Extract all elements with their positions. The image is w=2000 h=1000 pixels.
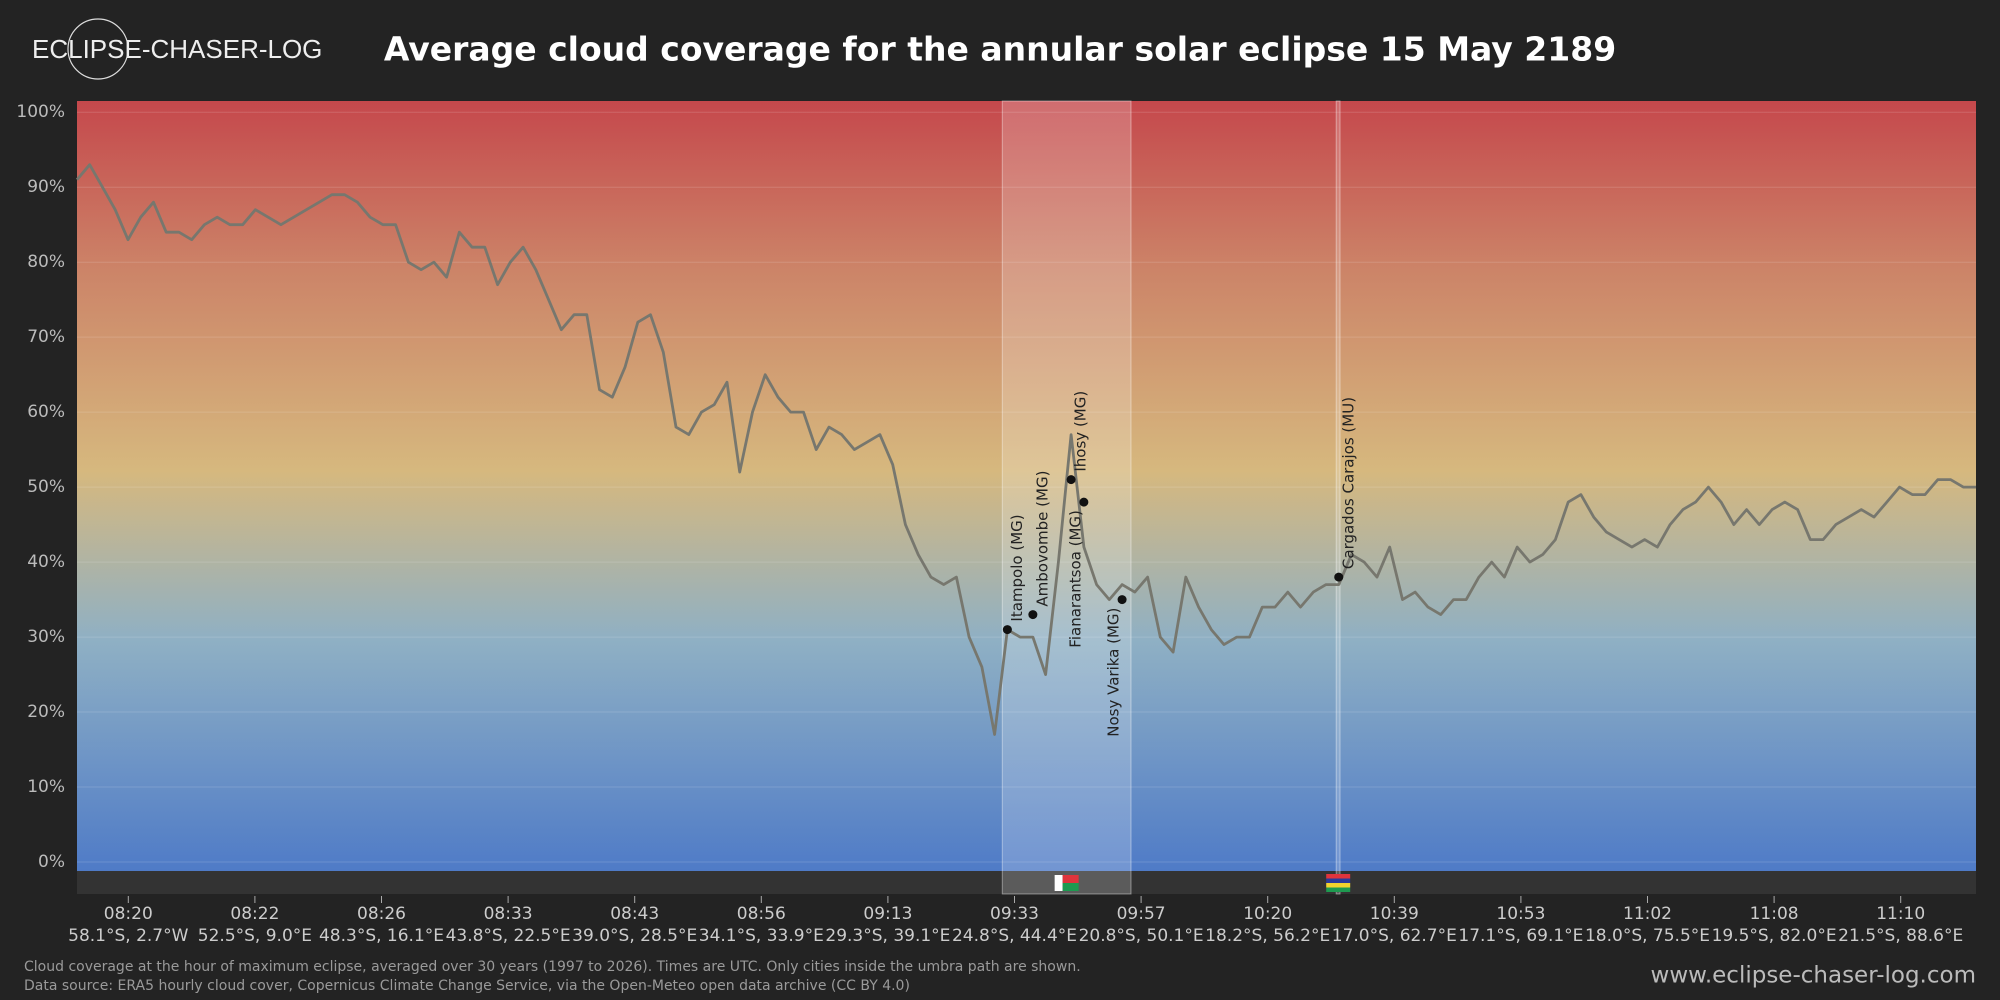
x-tick-label: 08:43 [610, 904, 659, 924]
city-point [1079, 497, 1089, 507]
chart-title: Average cloud coverage for the annular s… [384, 30, 1616, 69]
y-tick-label: 20% [27, 702, 65, 722]
x-tick-location: 39.0°S, 28.5°E [572, 926, 697, 946]
x-tick-label: 10:39 [1370, 904, 1419, 924]
flag [1054, 875, 1063, 891]
cloud-line [75, 163, 1976, 736]
city-label: Itampolo (MG) [1008, 514, 1026, 621]
footnote: Cloud coverage at the hour of maximum ec… [24, 959, 1081, 975]
city-label: Ihosy (MG) [1072, 391, 1090, 472]
x-tick-location: 48.3°S, 16.1°E [319, 926, 444, 946]
y-tick-label: 70% [27, 327, 65, 347]
city-label: Cargados Carajos (MU) [1339, 397, 1357, 569]
flag [1326, 887, 1351, 892]
flag [1326, 883, 1351, 888]
land-region [1335, 100, 1341, 895]
x-tick-location: 34.1°S, 33.9°E [699, 926, 824, 946]
x-tick-label: 09:33 [990, 904, 1039, 924]
x-tick-location: 18.0°S, 75.5°E [1585, 926, 1710, 946]
x-tick-label: 11:08 [1750, 904, 1799, 924]
y-tick-label: 0% [38, 852, 65, 872]
brand: ECLIPSE-CHASER-LOG [32, 34, 322, 64]
x-tick-location: 18.2°S, 56.2°E [1205, 926, 1330, 946]
plot-area [77, 101, 1976, 871]
land-region [1001, 100, 1132, 895]
y-tick-label: 50% [27, 477, 65, 497]
flag [1326, 878, 1351, 883]
x-tick-location: 17.1°S, 69.1°E [1458, 926, 1583, 946]
city-point [1334, 572, 1344, 582]
y-tick-label: 30% [27, 627, 65, 647]
city-label: Nosy Varika (MG) [1105, 608, 1123, 737]
y-tick-label: 40% [27, 552, 65, 572]
city-point [1028, 610, 1038, 620]
y-tick-label: 60% [27, 402, 65, 422]
x-tick-label: 08:20 [104, 904, 153, 924]
city-point [1066, 475, 1076, 485]
x-tick-location: 29.3°S, 39.1°E [825, 926, 950, 946]
city-label: Ambovombe (MG) [1033, 471, 1051, 607]
x-tick-label: 10:53 [1496, 904, 1545, 924]
y-tick-label: 10% [27, 777, 65, 797]
x-tick-location: 43.8°S, 22.5°E [446, 926, 571, 946]
x-tick-location: 19.5°S, 82.0°E [1712, 926, 1837, 946]
x-tick-location: 52.5°S, 9.0°E [198, 926, 312, 946]
flag [1062, 883, 1079, 891]
y-tick-label: 90% [27, 177, 65, 197]
footnote: Data source: ERA5 hourly cloud cover, Co… [24, 978, 910, 994]
x-tick-label: 10:20 [1243, 904, 1292, 924]
path-bar [77, 871, 1976, 894]
city-point [1117, 595, 1127, 605]
y-tick-label: 100% [16, 102, 65, 122]
x-tick-location: 20.8°S, 50.1°E [1079, 926, 1204, 946]
url: www.eclipse-chaser-log.com [1651, 963, 1976, 989]
x-tick-label: 11:10 [1876, 904, 1925, 924]
x-tick-location: 58.1°S, 2.7°W [68, 926, 188, 946]
x-tick-label: 08:56 [737, 904, 786, 924]
x-tick-label: 08:26 [357, 904, 406, 924]
logo-ring [67, 18, 129, 80]
x-tick-location: 17.0°S, 62.7°E [1332, 926, 1457, 946]
x-tick-location: 21.5°S, 88.6°E [1838, 926, 1963, 946]
flag [1062, 875, 1079, 883]
city-label: Fianarantsoa (MG) [1066, 510, 1084, 648]
flag [1326, 874, 1351, 879]
city-point [1002, 625, 1012, 635]
x-tick-label: 11:02 [1623, 904, 1672, 924]
x-tick-location: 24.8°S, 44.4°E [952, 926, 1077, 946]
x-tick-label: 08:22 [230, 904, 279, 924]
x-tick-label: 09:57 [1117, 904, 1166, 924]
x-tick-label: 08:33 [484, 904, 533, 924]
x-tick-label: 09:13 [863, 904, 912, 924]
y-tick-label: 80% [27, 252, 65, 272]
